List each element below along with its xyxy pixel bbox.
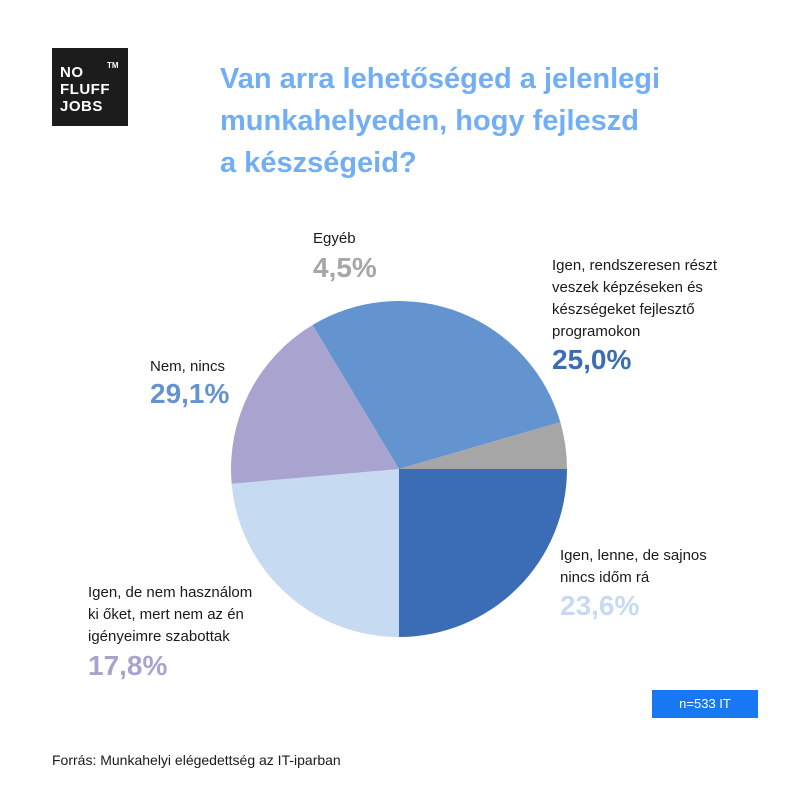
slice-label-line: Igen, lenne, de sajnos	[560, 547, 707, 564]
slice-label-line: Igen, de nem használom	[88, 584, 253, 601]
pie-slice-1	[231, 469, 399, 637]
sample-size-badge: n=533 IT	[652, 690, 758, 718]
slice-label-line: nincs időm rá	[560, 569, 650, 586]
slice-percent-igen-de-nem: 17,8%	[88, 650, 168, 681]
slice-label-line: Egyéb	[313, 230, 356, 247]
slice-label-line: Nem, nincs	[150, 358, 226, 375]
logo-word-1: NO	[60, 64, 84, 81]
slice-label-line: igényeimre szabottak	[88, 628, 230, 645]
slice-label-igen-lenne: Igen, lenne, de sajnos nincs időm rá	[560, 545, 707, 589]
slice-percent-egyeb: 4,5%	[313, 252, 377, 283]
chart-title: Van arra lehetőséged a jelenlegi munkahe…	[220, 58, 760, 184]
title-line-2: munkahelyeden, hogy fejleszd	[220, 105, 639, 137]
logo-word-3: JOBS	[60, 98, 103, 115]
nofluffjobs-logo: NO FLUFF JOBS TM	[52, 48, 128, 126]
slice-label-igen-de-nem: Igen, de nem használom ki őket, mert nem…	[88, 582, 252, 648]
logo-word-2: FLUFF	[60, 81, 110, 98]
slice-label-igen-rendszeresen: Igen, rendszeresen részt veszek képzések…	[552, 255, 717, 343]
pie-slice-3	[312, 301, 561, 469]
title-line-1: Van arra lehetőséged a jelenlegi	[220, 63, 661, 95]
slice-percent-igen-rendszeresen: 25,0%	[552, 344, 632, 375]
slice-percent-igen-lenne: 23,6%	[560, 590, 640, 621]
logo-trademark: TM	[107, 61, 119, 70]
pie-slice-4	[399, 422, 567, 469]
pie-slice-0	[399, 469, 567, 637]
pie-slice-2	[231, 324, 399, 484]
slice-label-egyeb: Egyéb	[313, 228, 356, 250]
title-line-3: a készségeid?	[220, 147, 417, 179]
slice-label-line: veszek képzéseken és	[552, 279, 703, 296]
slice-label-nem-nincs: Nem, nincs	[150, 356, 225, 378]
slice-percent-nem-nincs: 29,1%	[150, 378, 230, 409]
slice-label-line: ki őket, mert nem az én	[88, 606, 244, 623]
slice-label-line: Igen, rendszeresen részt	[552, 257, 718, 274]
slice-label-line: programokon	[552, 323, 641, 340]
source-note: Forrás: Munkahelyi elégedettség az IT-ip…	[52, 752, 341, 768]
slice-label-line: készségeket fejlesztő	[552, 301, 695, 318]
